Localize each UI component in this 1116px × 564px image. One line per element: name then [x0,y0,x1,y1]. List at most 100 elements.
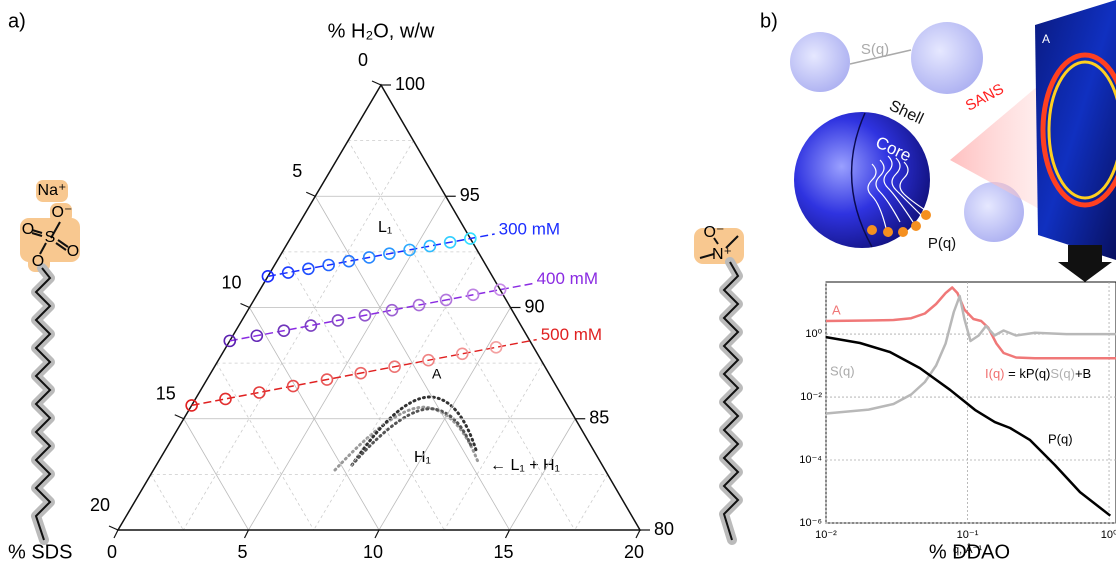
sample-point [489,341,503,354]
grid-line [282,251,445,531]
sample-point [423,239,437,253]
sample-point [362,251,376,264]
particle [911,22,983,94]
y-tick-label: 10⁰ [805,328,822,340]
particle [790,32,850,92]
sample-point [358,308,372,322]
x-tick-label: 10⁰ [1101,529,1116,541]
tick [635,529,641,539]
particle [964,182,1024,242]
grid-line [182,140,414,531]
atom-label: Na⁺ [38,182,67,199]
sample-point [219,392,232,406]
tick [240,302,250,309]
top-axis-label: % H₂O, w/w [328,20,435,42]
left-tick-label: 15 [156,384,176,404]
scattering-ring [1040,52,1116,208]
tick [306,191,316,197]
tick [243,529,250,539]
sds-molecule [20,180,80,545]
atom-label: O⁻ [704,224,725,241]
right-axis-label: % DDAO [929,541,1010,563]
tick [113,529,119,539]
y-tick-label: 10⁻² [800,391,822,403]
region-label: H₁ [414,449,431,466]
tick [371,80,382,86]
beam-cone [950,80,1050,215]
left-tick-label: 20 [90,495,110,515]
curve [825,335,1112,517]
series-label: 400 mM [537,269,598,288]
core-boundary [850,112,873,248]
left-tick-label: 0 [358,50,368,70]
grid-line [150,474,184,531]
region-label: A [432,366,442,382]
series-label: S(q) [830,363,855,378]
tick [174,414,184,420]
region-label: ← L₁ + H₁ [490,457,560,474]
equation-part: S(q) [1050,366,1075,381]
sample-point [304,319,318,332]
x-tick-label: 10⁻¹ [957,529,979,541]
sample-point [223,334,237,348]
tie-line [267,233,495,278]
x-axis-label: q, Å⁻¹ [953,543,982,556]
ddao-molecule [694,228,744,545]
sample-point [466,288,480,302]
equation-part: = kP(q) [1005,366,1051,381]
series-label: 500 mM [541,325,602,344]
atom-label: O [67,243,79,260]
grid-line [574,474,608,531]
tick [108,525,119,531]
curve [825,294,1116,415]
sample-point [443,236,457,249]
series-label: A [832,302,841,317]
sample-point [185,399,198,412]
label: A [1042,32,1050,46]
sample-point [302,262,315,276]
sample-point [250,329,264,343]
right-tick-label: 100 [395,74,425,94]
surfactant-tails [867,155,929,229]
y-tick-label: 10⁻⁴ [799,454,822,466]
sample-point [464,232,477,245]
equation-part: I(q) [985,366,1005,381]
grid-line [216,362,315,531]
arrow [1058,245,1112,282]
sample-point [342,254,356,268]
grid-line [313,251,479,531]
tie-line [229,282,533,342]
panel-label: a) [8,10,26,32]
sample-point [331,314,345,327]
left-tick-label: 5 [292,161,302,181]
bottom-tick-label: 0 [107,542,117,562]
sample-point [455,347,469,361]
left-axis-label: % SDS [8,541,72,563]
right-tick-label: 80 [654,519,674,539]
grid-line [183,418,249,531]
equation: I(q) = kP(q)S(q)+B [985,366,1091,381]
bottom-tick-label: 20 [624,542,644,562]
sample-point [388,360,401,373]
tick [504,529,511,539]
sample-point [281,266,295,279]
sample-point [286,379,300,393]
atom-label: O [32,253,44,270]
y-tick-label: 10⁻⁶ [799,517,822,529]
bottom-tick-label: 10 [363,542,383,562]
sample-point [261,270,275,283]
sample-point [403,243,416,257]
tie-line [191,338,537,407]
scattering-ring [1047,60,1116,200]
sample-point [277,324,291,337]
sample-point [322,258,335,272]
tick [374,529,380,539]
sample-point [439,293,453,307]
grid-line [248,196,447,531]
grid-line [443,362,544,531]
sample-point [383,247,396,260]
series-label: 300 mM [499,219,560,238]
atom-label: O [22,221,34,238]
right-tick-label: 95 [460,185,480,205]
